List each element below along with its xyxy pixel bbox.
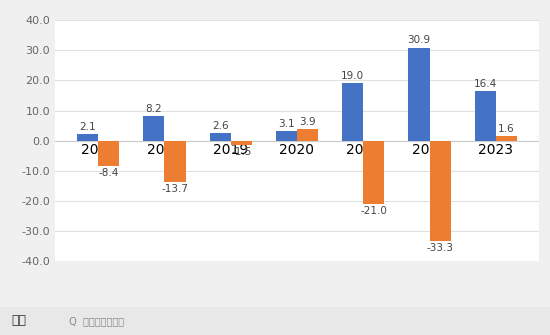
Text: -33.3: -33.3 xyxy=(427,243,454,253)
Text: 市值: 市值 xyxy=(11,314,26,327)
Bar xyxy=(408,48,430,141)
Text: 30.9: 30.9 xyxy=(408,36,431,46)
Text: 8.2: 8.2 xyxy=(146,104,162,114)
Text: -13.7: -13.7 xyxy=(162,184,189,194)
Bar xyxy=(231,141,252,145)
Text: 19.0: 19.0 xyxy=(341,71,364,81)
Bar xyxy=(77,134,98,141)
Bar xyxy=(164,141,186,182)
Bar xyxy=(475,91,496,141)
Text: 3.9: 3.9 xyxy=(299,117,316,127)
Text: -8.4: -8.4 xyxy=(98,168,119,178)
Bar xyxy=(342,83,363,141)
Text: -1.5: -1.5 xyxy=(231,147,251,157)
Text: 1.6: 1.6 xyxy=(498,124,515,134)
Text: 3.1: 3.1 xyxy=(278,119,295,129)
Bar xyxy=(276,131,297,141)
Text: -21.0: -21.0 xyxy=(360,206,387,216)
Text: 2.6: 2.6 xyxy=(212,121,228,131)
Legend: 资本开支（亿元）, 自由现金流（亿元）: 资本开支（亿元）, 自由现金流（亿元） xyxy=(207,329,387,335)
Bar xyxy=(363,141,384,204)
Bar xyxy=(496,136,517,141)
Text: 2.1: 2.1 xyxy=(79,122,96,132)
Bar xyxy=(98,141,119,166)
Bar xyxy=(143,116,164,141)
Bar xyxy=(430,141,451,241)
Text: 16.4: 16.4 xyxy=(474,79,497,89)
Text: Q  买股之前搜一搜: Q 买股之前搜一搜 xyxy=(66,316,124,326)
Bar xyxy=(297,129,318,141)
Bar xyxy=(210,133,231,141)
